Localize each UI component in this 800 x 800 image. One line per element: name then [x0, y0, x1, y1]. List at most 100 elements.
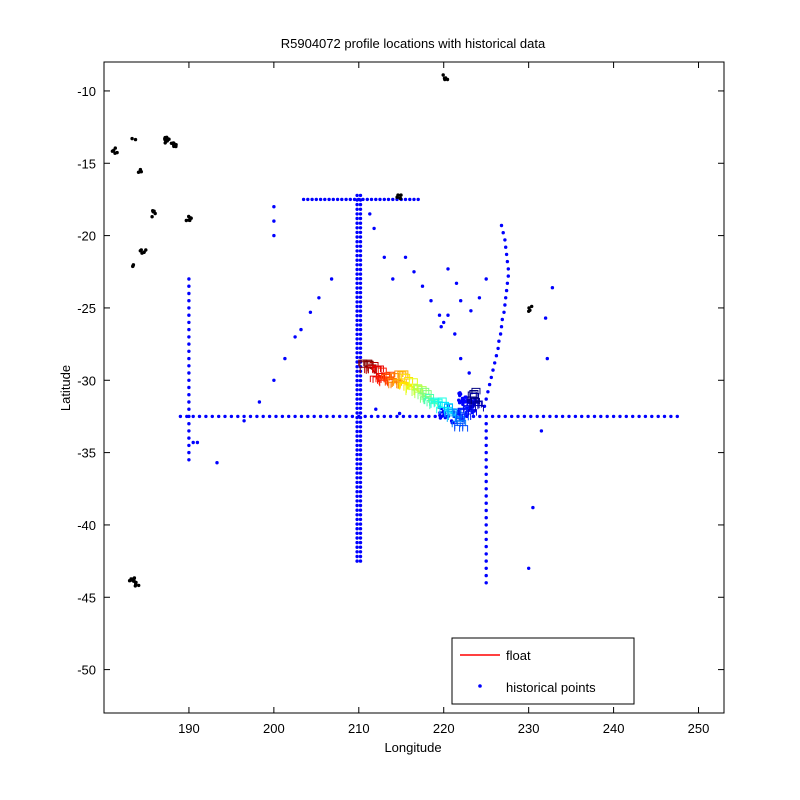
historical-point: [438, 416, 443, 420]
historical-point: [358, 230, 363, 235]
historical-point: [187, 371, 191, 375]
float-profile-marker: [455, 417, 465, 425]
historical-point: [493, 361, 497, 365]
float-track-layer: [358, 359, 484, 432]
historical-point: [331, 414, 335, 419]
other-point: [530, 304, 534, 309]
historical-point: [358, 494, 363, 498]
other-point: [138, 249, 142, 253]
historical-point: [355, 513, 359, 517]
float-profile-marker: [363, 359, 373, 367]
historical-point: [541, 414, 546, 419]
historical-point: [191, 440, 195, 445]
historical-point: [358, 323, 363, 327]
historical-point: [391, 197, 395, 202]
historical-point: [255, 414, 259, 419]
historical-point: [358, 337, 363, 341]
historical-point: [355, 360, 359, 364]
other-point: [399, 193, 403, 197]
historical-point: [358, 267, 363, 272]
historical-point: [187, 458, 191, 462]
historical-point: [340, 197, 344, 202]
historical-point: [197, 414, 202, 419]
historical-point: [484, 436, 488, 440]
historical-point: [374, 197, 378, 202]
historical-point: [355, 365, 359, 369]
historical-point: [355, 327, 359, 332]
historical-point: [355, 550, 359, 554]
historical-point: [306, 197, 310, 202]
float-profile-marker: [474, 404, 484, 412]
historical-point: [401, 414, 406, 419]
other-point: [140, 251, 144, 255]
historical-point: [498, 332, 503, 336]
historical-point: [310, 197, 314, 202]
historical-point: [361, 197, 365, 202]
historical-point: [355, 397, 359, 401]
historical-point: [242, 414, 246, 419]
historical-point: [484, 443, 488, 448]
historical-point: [550, 286, 555, 290]
historical-point: [210, 414, 214, 419]
historical-point: [355, 392, 359, 397]
historical-point: [355, 527, 359, 531]
historical-point: [376, 414, 380, 419]
historical-point: [187, 414, 191, 419]
historical-point: [454, 281, 459, 285]
historical-point: [355, 522, 359, 526]
other-point: [528, 308, 532, 312]
historical-point: [335, 197, 340, 202]
other-point: [110, 149, 115, 153]
historical-point: [187, 364, 191, 368]
historical-point: [484, 501, 488, 505]
historical-point: [358, 503, 363, 508]
historical-point: [611, 414, 616, 419]
historical-point: [358, 193, 363, 198]
historical-point: [453, 332, 457, 336]
historical-point: [187, 385, 191, 390]
historical-point: [358, 290, 363, 295]
other-point: [174, 144, 178, 149]
historical-point: [272, 205, 276, 209]
historical-point: [484, 544, 488, 549]
historical-point: [358, 517, 363, 522]
historical-point: [592, 414, 597, 419]
historical-point: [358, 263, 363, 267]
historical-point: [494, 354, 499, 358]
historical-point: [420, 284, 425, 288]
historical-point: [358, 281, 363, 285]
y-tick-label: -45: [77, 590, 96, 605]
historical-point: [358, 318, 363, 323]
historical-point: [355, 540, 359, 545]
other-point: [150, 215, 154, 219]
historical-point: [355, 466, 359, 471]
historical-point: [358, 480, 363, 485]
historical-point: [358, 448, 363, 452]
other-point: [153, 211, 157, 216]
historical-point: [187, 400, 191, 404]
historical-point: [355, 290, 359, 295]
historical-point: [355, 332, 359, 336]
historical-point: [504, 296, 508, 300]
historical-point: [358, 202, 363, 207]
float-profile-marker: [470, 392, 480, 400]
historical-point: [358, 527, 363, 531]
historical-point: [467, 371, 471, 375]
historical-point: [369, 197, 374, 202]
historical-point: [187, 291, 191, 296]
other-point: [137, 583, 141, 588]
historical-point: [358, 452, 363, 457]
historical-point: [497, 339, 501, 343]
historical-point: [662, 414, 667, 419]
historical-point: [463, 395, 467, 399]
historical-point: [352, 197, 357, 202]
historical-point: [358, 531, 363, 535]
historical-point: [386, 197, 391, 202]
other-point: [189, 216, 193, 220]
float-profile-marker: [469, 396, 479, 404]
historical-point: [484, 450, 488, 455]
historical-point: [414, 414, 418, 419]
historical-point: [355, 425, 359, 429]
historical-point: [531, 505, 535, 510]
